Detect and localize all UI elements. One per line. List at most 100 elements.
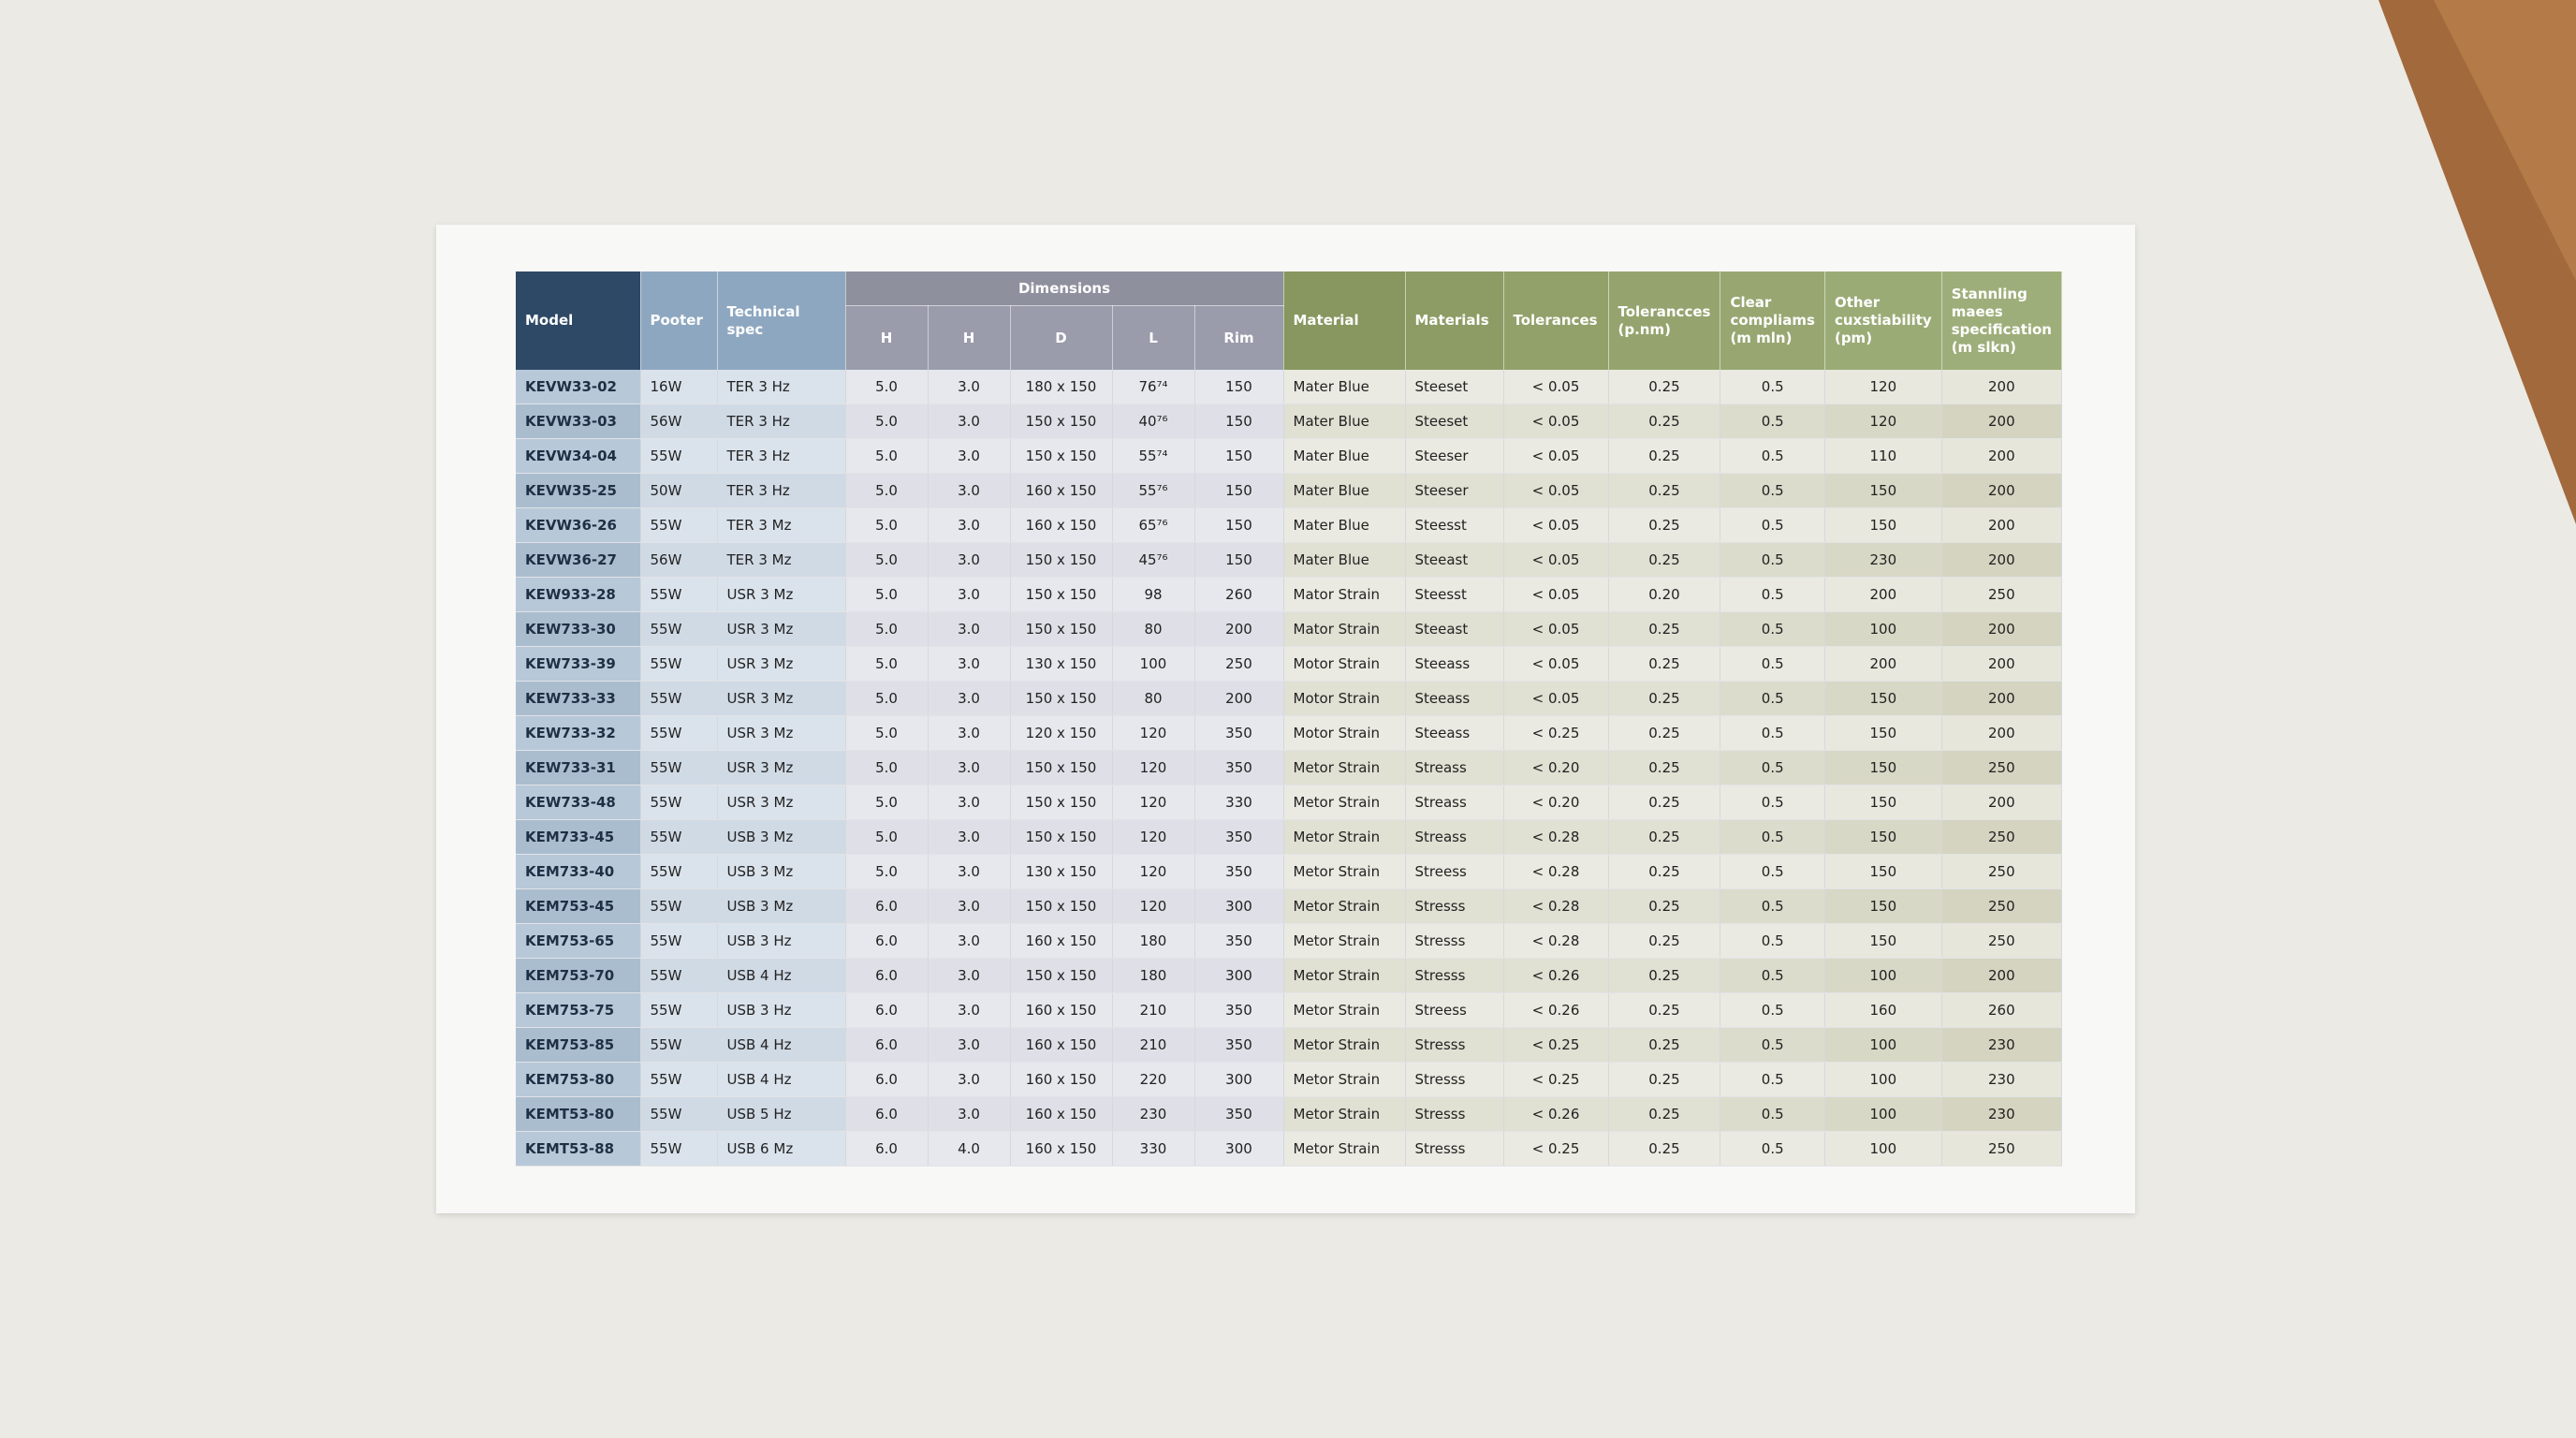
model-cell: KEM733-40: [516, 854, 641, 889]
data-cell: Metor Strain: [1283, 785, 1406, 820]
data-cell: Stresss: [1405, 1096, 1504, 1132]
data-cell: 350: [1194, 1027, 1284, 1063]
data-cell: 160 x 150: [1010, 473, 1113, 508]
data-cell: 150: [1824, 785, 1942, 820]
data-cell: 0.5: [1720, 715, 1825, 751]
data-cell: 300: [1194, 888, 1284, 924]
table-row: KEM733-40 55W USB 3 Mz 5.0 3.0 130 x 150 120 35…: [516, 854, 2063, 889]
data-cell: 3.0: [928, 854, 1011, 889]
data-cell: 220: [1112, 1062, 1195, 1097]
data-cell: 55W: [640, 1027, 718, 1063]
table-row: KEMT53-88 55W USB 6 Mz 6.0 4.0 160 x 150 330 30…: [516, 1131, 2063, 1167]
data-cell: 65⁷⁶: [1112, 507, 1195, 543]
data-cell: 150: [1824, 854, 1942, 889]
data-cell: 3.0: [928, 473, 1011, 508]
data-cell: 330: [1194, 785, 1284, 820]
data-cell: USB 4 Hz: [717, 1062, 846, 1097]
data-cell: TER 3 Mz: [717, 542, 846, 578]
data-cell: 0.5: [1720, 888, 1825, 924]
data-cell: 350: [1194, 992, 1284, 1028]
table-row: KEVW33-03 56W TER 3 Hz 5.0 3.0 150 x 150 40⁷⁶ 1…: [516, 404, 2063, 439]
data-cell: 6.0: [845, 992, 929, 1028]
column-header: Material: [1283, 271, 1406, 370]
data-cell: 5.0: [845, 438, 929, 474]
data-cell: < 0.28: [1503, 854, 1609, 889]
data-cell: 120: [1824, 404, 1942, 439]
table-row: KEVW34-04 55W TER 3 Hz 5.0 3.0 150 x 150 55⁷⁴ 1…: [516, 438, 2063, 474]
data-cell: 250: [1941, 577, 2063, 612]
data-cell: 150: [1194, 370, 1284, 404]
table-row: KEVW35-25 50W TER 3 Hz 5.0 3.0 160 x 150 55⁷⁶ 1…: [516, 473, 2063, 508]
data-cell: 160 x 150: [1010, 923, 1113, 959]
data-cell: 250: [1941, 854, 2063, 889]
data-cell: 160 x 150: [1010, 1096, 1113, 1132]
data-cell: 40⁷⁶: [1112, 404, 1195, 439]
data-cell: Stresss: [1405, 1062, 1504, 1097]
data-cell: USB 3 Mz: [717, 819, 846, 855]
data-cell: Steesst: [1405, 577, 1504, 612]
table-row: KEVW36-27 56W TER 3 Mz 5.0 3.0 150 x 150 45⁷⁶ 1…: [516, 542, 2063, 578]
model-cell: KEMT53-80: [516, 1096, 641, 1132]
data-cell: Stresss: [1405, 1131, 1504, 1167]
data-cell: 0.5: [1720, 923, 1825, 959]
data-cell: 300: [1194, 958, 1284, 993]
data-cell: 55W: [640, 958, 718, 993]
data-cell: Mator Strain: [1283, 577, 1406, 612]
data-cell: TER 3 Hz: [717, 370, 846, 404]
data-cell: 55W: [640, 577, 718, 612]
data-cell: 150 x 150: [1010, 404, 1113, 439]
data-cell: 55W: [640, 992, 718, 1028]
data-cell: 100: [1824, 1096, 1942, 1132]
data-cell: Stresss: [1405, 888, 1504, 924]
data-cell: 150 x 150: [1010, 438, 1113, 474]
data-cell: Mater Blue: [1283, 370, 1406, 404]
header-subrow: H H D L Rim: [516, 305, 2062, 370]
data-cell: 55W: [640, 819, 718, 855]
data-cell: 0.5: [1720, 750, 1825, 785]
data-cell: 100: [1824, 1027, 1942, 1063]
data-cell: USB 6 Mz: [717, 1131, 846, 1167]
data-cell: 0.25: [1608, 611, 1721, 647]
data-cell: Steeass: [1405, 681, 1504, 716]
data-cell: Metor Strain: [1283, 750, 1406, 785]
data-cell: 0.5: [1720, 1027, 1825, 1063]
data-cell: 230: [1112, 1096, 1195, 1132]
data-cell: 55W: [640, 785, 718, 820]
table-row: KEW733-31 55W USR 3 Mz 5.0 3.0 150 x 150 120 35…: [516, 750, 2063, 785]
model-cell: KEW733-32: [516, 715, 641, 751]
data-cell: Mater Blue: [1283, 438, 1406, 474]
data-cell: 330: [1112, 1131, 1195, 1167]
data-cell: 180: [1112, 923, 1195, 959]
table-header: Model Pooter Technical spec Dimensions Mater…: [516, 271, 2063, 370]
table-row: KEW733-30 55W USR 3 Mz 5.0 3.0 150 x 150 80 200…: [516, 611, 2063, 647]
data-cell: 150 x 150: [1010, 681, 1113, 716]
data-cell: 150: [1824, 507, 1942, 543]
data-cell: 150 x 150: [1010, 577, 1113, 612]
data-cell: 3.0: [928, 404, 1011, 439]
data-cell: Motor Strain: [1283, 646, 1406, 682]
data-cell: < 0.05: [1503, 611, 1609, 647]
data-cell: 160 x 150: [1010, 1062, 1113, 1097]
data-cell: 0.5: [1720, 992, 1825, 1028]
data-cell: 0.5: [1720, 785, 1825, 820]
data-cell: 55W: [640, 1131, 718, 1167]
table-row: KEVW33-02 16W TER 3 Hz 5.0 3.0 180 x 150 76⁷⁴ 1…: [516, 370, 2063, 404]
data-cell: 200: [1941, 473, 2063, 508]
data-cell: 0.25: [1608, 646, 1721, 682]
data-cell: 100: [1824, 1062, 1942, 1097]
data-cell: 6.0: [845, 923, 929, 959]
data-cell: 250: [1941, 888, 2063, 924]
column-header: L: [1112, 305, 1195, 370]
group-header: Dimensions: [845, 271, 1284, 306]
table-row: KEM753-45 55W USB 3 Mz 6.0 3.0 150 x 150 120 30…: [516, 888, 2063, 924]
data-cell: 0.25: [1608, 404, 1721, 439]
data-cell: Motor Strain: [1283, 715, 1406, 751]
wood-grain: [2434, 0, 2576, 281]
table-row: KEW733-33 55W USR 3 Mz 5.0 3.0 150 x 150 80 200…: [516, 681, 2063, 716]
data-cell: 180 x 150: [1010, 370, 1113, 404]
table-row: KEW733-39 55W USR 3 Mz 5.0 3.0 130 x 150 100 25…: [516, 646, 2063, 682]
data-cell: TER 3 Hz: [717, 404, 846, 439]
column-header: Technical spec: [717, 271, 846, 370]
